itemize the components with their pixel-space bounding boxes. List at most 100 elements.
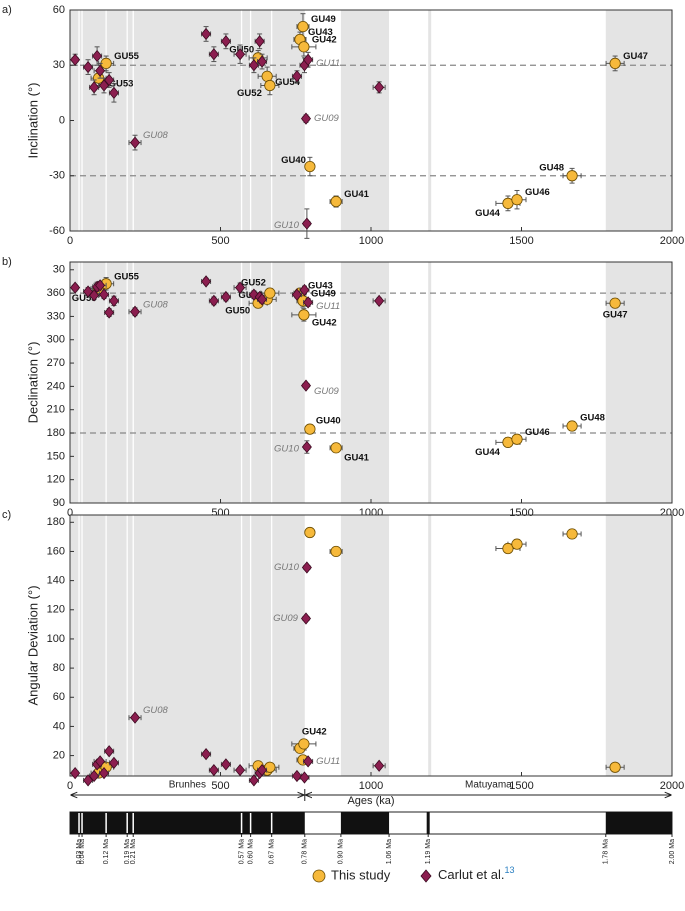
point-label: GU46	[525, 187, 550, 198]
x-tick-label: 1000	[359, 235, 383, 247]
y-tick-label: 0	[59, 114, 65, 126]
point-label: GU08	[143, 705, 169, 716]
y-tick-label: 270	[47, 357, 65, 369]
point-label: GU40	[281, 155, 306, 166]
point-label: GU52	[237, 88, 262, 99]
panel-label: a)	[2, 4, 12, 16]
point-label: GU55	[114, 271, 140, 282]
point-label: GU41	[344, 452, 370, 463]
point-label: GU09	[314, 113, 340, 124]
y-tick-label: 240	[47, 380, 65, 392]
point-label: GU11	[316, 756, 340, 767]
x-tick-label: 1500	[509, 780, 533, 792]
chron-name: Brunhes	[169, 780, 206, 791]
point-label: GU48	[539, 162, 564, 173]
data-point	[299, 771, 310, 784]
data-point	[303, 296, 314, 309]
timescale-tick-label: 0.03 Ma	[76, 839, 83, 864]
timescale-tick-label: 0.90 Ma	[338, 839, 345, 864]
data-point	[264, 287, 276, 299]
data-point	[83, 774, 94, 787]
y-tick-label: 30	[53, 59, 65, 71]
normal-polarity-shade	[605, 10, 672, 231]
x-axis-title: Ages (ka)	[347, 795, 394, 807]
data-point	[330, 545, 342, 558]
x-tick-label: 500	[211, 235, 229, 247]
point-label: GU47	[623, 51, 648, 62]
data-point	[566, 420, 578, 432]
y-tick-label: 20	[53, 749, 65, 761]
data-point	[330, 442, 342, 454]
data-point	[330, 195, 342, 208]
normal-chron	[605, 812, 672, 834]
normal-chron	[340, 812, 390, 834]
x-tick-label: 500	[211, 780, 229, 792]
y-axis-title: Declination (°)	[25, 342, 40, 424]
normal-polarity-shade	[340, 10, 390, 231]
point-label: GU47	[603, 310, 628, 321]
normal-polarity-shade	[428, 262, 432, 503]
data-point	[304, 423, 316, 435]
point-label: GU09	[314, 386, 340, 397]
x-tick-label: 1500	[509, 235, 533, 247]
data-point	[502, 542, 514, 555]
data-point	[95, 755, 106, 768]
point-label: GU10	[274, 220, 300, 231]
data-point	[511, 194, 523, 206]
data-point	[208, 48, 219, 61]
timescale-tick-label: 0.12 Ma	[103, 839, 110, 864]
data-point	[300, 112, 312, 125]
data-point	[257, 293, 268, 306]
data-point	[108, 86, 119, 100]
data-point	[291, 769, 302, 783]
point-label: GU44	[475, 447, 501, 458]
normal-chron	[70, 812, 305, 834]
data-point	[108, 756, 119, 770]
x-tick-label: 0	[67, 780, 73, 792]
point-label: GU08	[143, 130, 169, 141]
y-tick-label: 60	[53, 4, 65, 16]
point-label: GU10	[274, 562, 300, 573]
x-tick-label: 1000	[359, 780, 383, 792]
data-point	[220, 758, 231, 771]
point-label: GU43	[308, 281, 333, 292]
point-label: GU46	[525, 427, 550, 438]
x-tick-label: 1500	[509, 507, 533, 519]
point-label: GU49	[311, 288, 336, 299]
normal-polarity-shade	[428, 515, 432, 776]
data-point	[301, 440, 312, 454]
y-tick-label: 330	[47, 310, 65, 322]
data-point	[201, 747, 212, 761]
data-point	[70, 766, 81, 780]
y-tick-label: 40	[53, 720, 65, 732]
data-point	[298, 738, 310, 750]
point-label: GU53	[109, 79, 134, 90]
point-label: GU54	[275, 77, 301, 88]
point-label: GU08	[143, 299, 169, 310]
data-point	[304, 526, 316, 539]
point-label: GU48	[580, 413, 605, 424]
data-point	[129, 136, 141, 149]
y-tick-label: 360	[47, 287, 65, 299]
data-point	[89, 769, 100, 783]
data-point	[300, 379, 312, 392]
point-label: GU11	[316, 301, 340, 312]
data-point	[291, 70, 302, 83]
point-label: GU41	[344, 189, 370, 200]
data-point	[511, 538, 523, 550]
point-label: GU52	[241, 278, 266, 289]
normal-polarity-shade	[605, 515, 672, 776]
x-tick-label: 2000	[660, 780, 684, 792]
data-point	[220, 290, 231, 304]
data-point	[298, 41, 310, 53]
x-tick-label: 0	[67, 507, 73, 519]
timescale-tick-label: 0.19 Ma	[124, 839, 131, 864]
point-label: GU55	[114, 51, 140, 62]
data-point	[301, 217, 312, 230]
data-point	[248, 288, 259, 301]
data-point	[95, 64, 106, 77]
y-tick-label: 180	[47, 516, 65, 528]
